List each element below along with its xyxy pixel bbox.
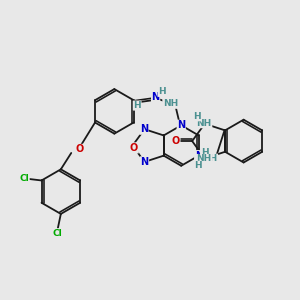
Text: H: H [201,148,208,157]
Text: Cl: Cl [53,229,63,238]
Text: N: N [140,157,148,167]
Text: Cl: Cl [20,175,29,184]
Text: H: H [134,101,141,110]
Text: O: O [130,143,138,153]
Text: H: H [158,87,166,96]
Text: N: N [152,92,160,102]
Text: NH: NH [196,154,212,164]
Text: H: H [194,112,201,121]
Text: H: H [194,161,202,170]
Text: N: N [177,120,185,130]
Text: NH: NH [163,99,178,108]
Text: N: N [195,151,203,160]
Text: O: O [171,136,180,146]
Text: N: N [140,124,148,134]
Text: O: O [75,144,84,154]
Text: NH: NH [196,119,212,128]
Text: NH: NH [202,154,217,163]
